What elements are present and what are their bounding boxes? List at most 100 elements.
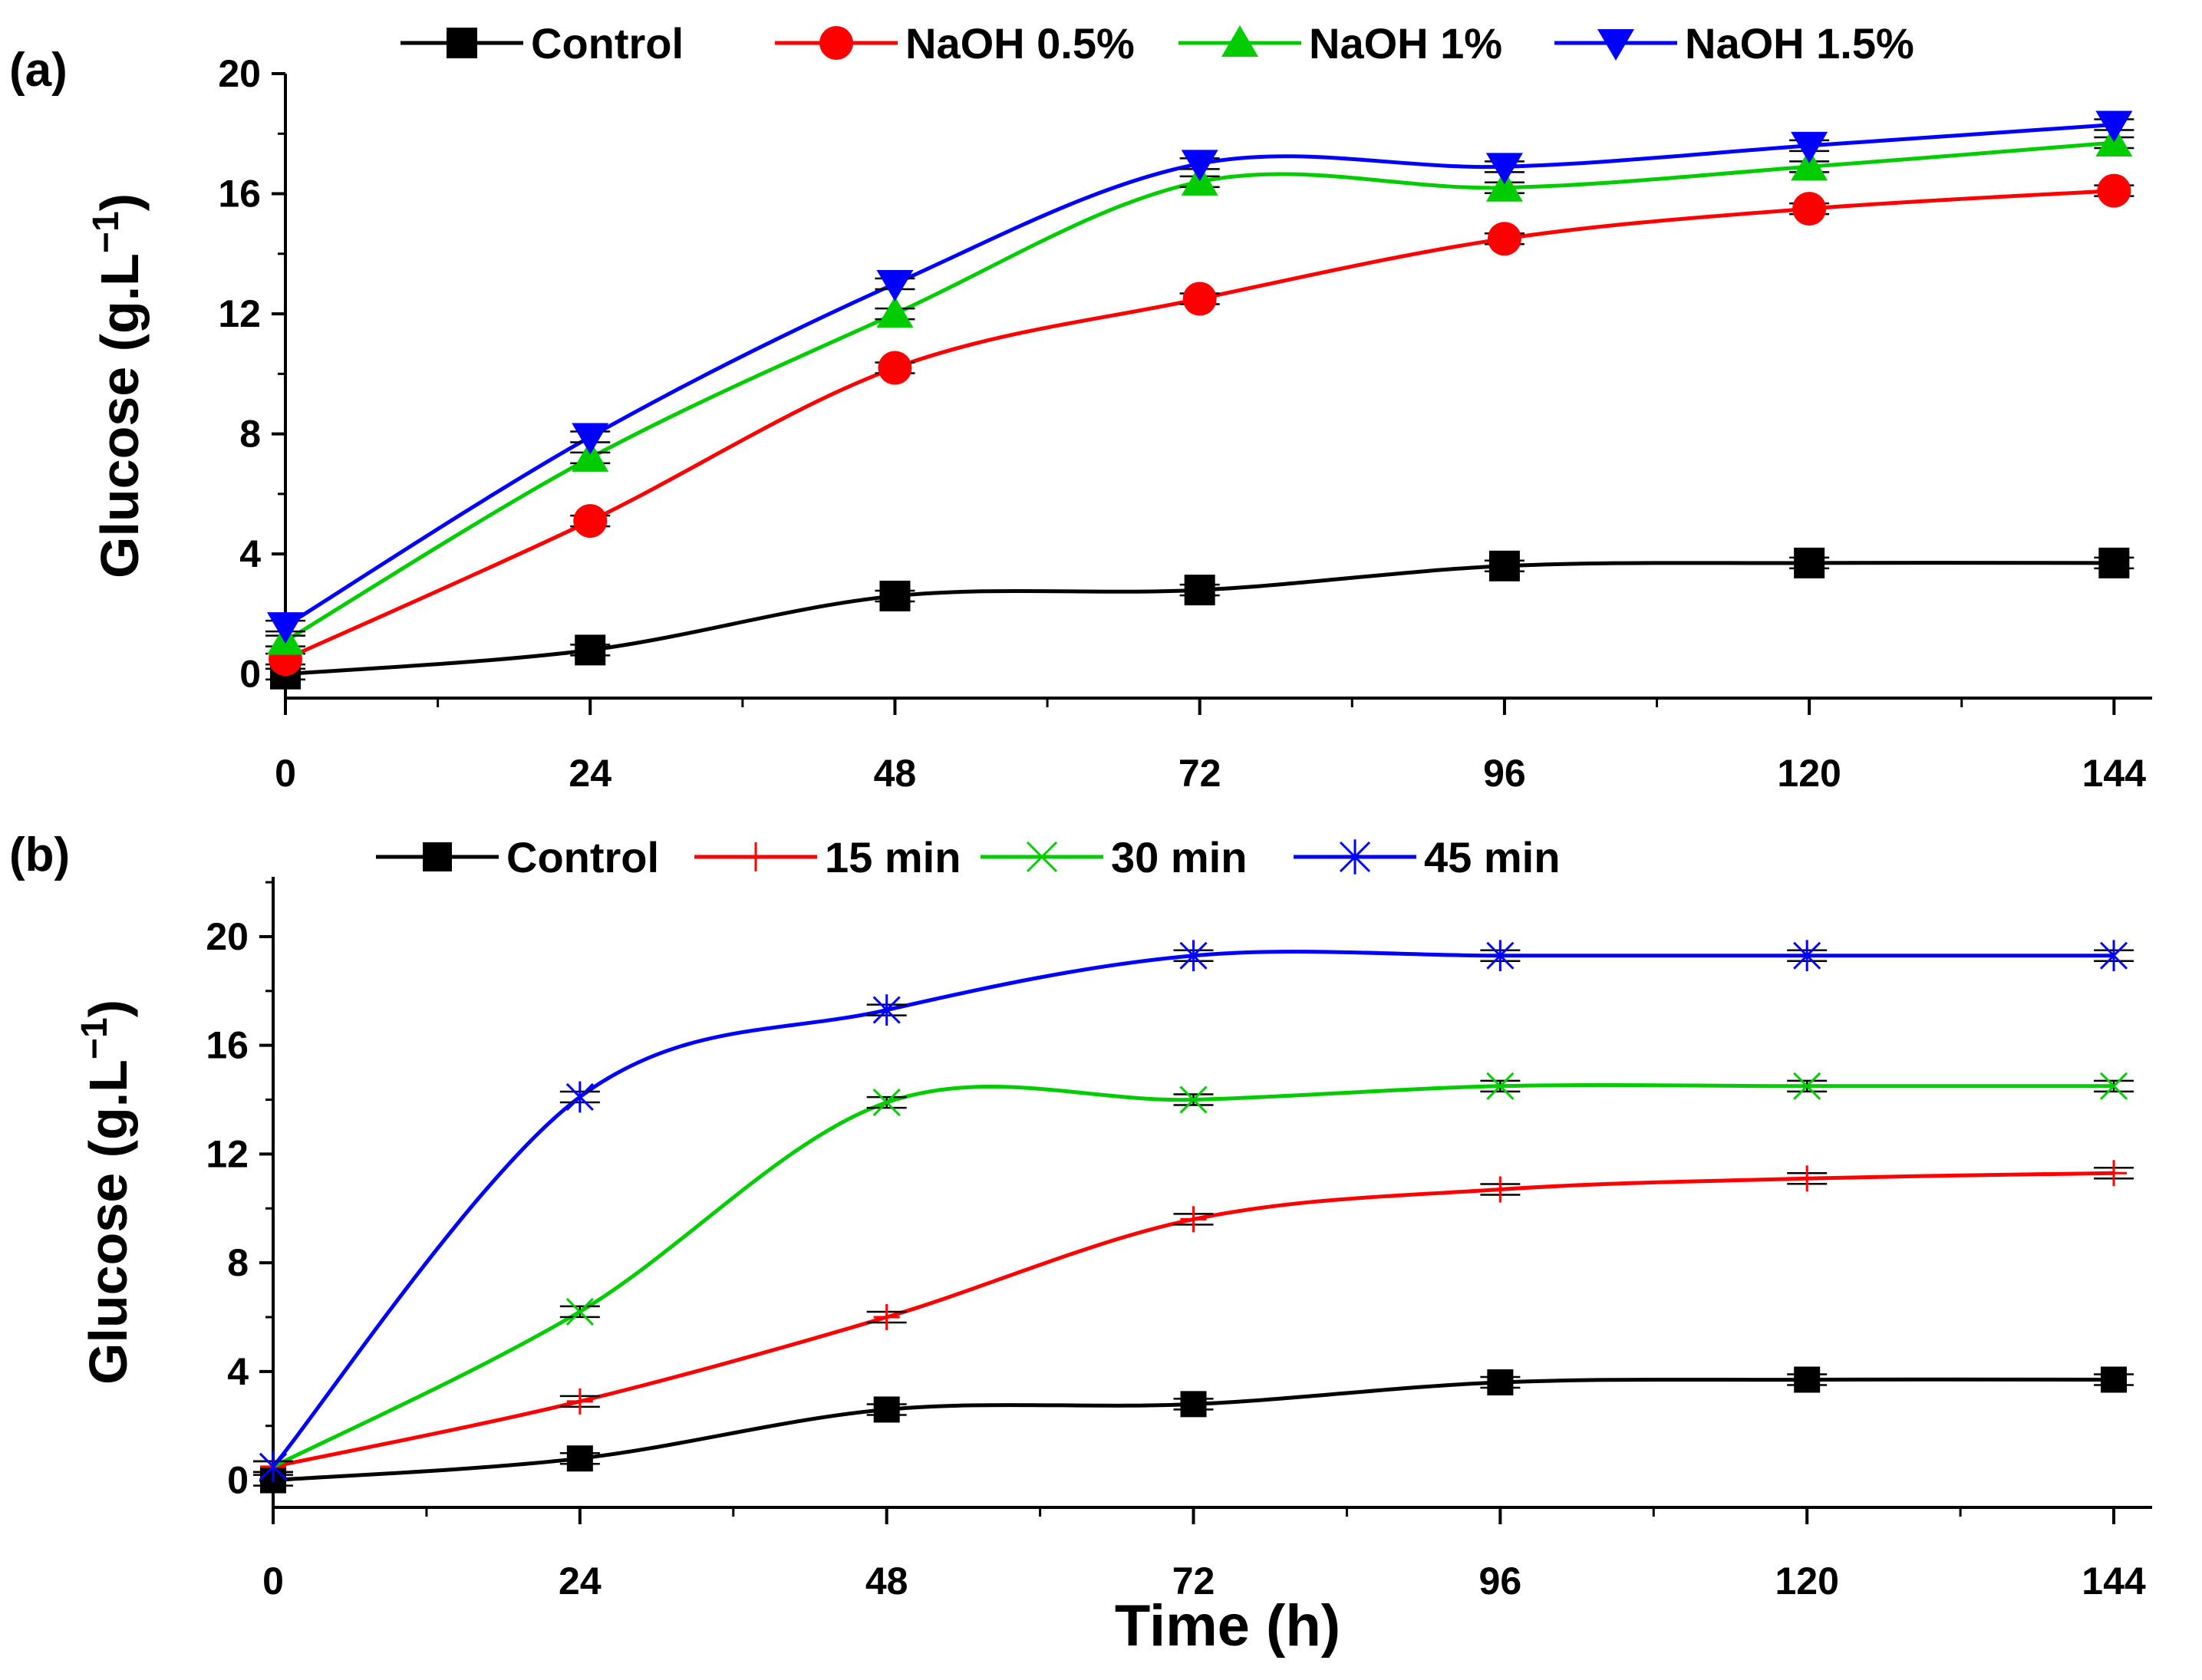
legend-label: 30 min	[1111, 833, 1247, 881]
legend-marker	[447, 28, 477, 58]
legend-label: NaOH 0.5%	[905, 19, 1135, 68]
data-point	[1485, 153, 1523, 185]
legend-marker	[423, 842, 452, 871]
series-line	[284, 140, 2115, 643]
series-line	[272, 950, 2114, 1468]
data-point-shape	[2095, 110, 2133, 143]
data-point	[1180, 1391, 1207, 1418]
data-point	[2101, 1366, 2128, 1393]
data-point	[566, 1388, 593, 1415]
legend-marker-shape	[1597, 29, 1634, 61]
data-point-shape	[872, 994, 901, 1026]
data-point-shape	[1179, 1085, 1208, 1114]
x-tick-label: 144	[2082, 752, 2147, 795]
x-tick-label: 24	[569, 752, 611, 795]
y-axis-title-main: Glucose (g.L	[90, 253, 150, 578]
data-point	[872, 994, 901, 1026]
y-axis-title-superscript: −1	[86, 211, 127, 253]
x-tick-label: 48	[874, 752, 917, 795]
y-tick-label: 20	[206, 915, 249, 958]
data-point-shape	[565, 1297, 594, 1326]
data-point	[879, 580, 911, 611]
x-tick-label: 0	[262, 1560, 284, 1603]
x-tick-label: 0	[275, 752, 296, 795]
data-point	[2098, 547, 2130, 578]
data-point-shape	[1487, 222, 1521, 256]
data-point-shape	[1184, 575, 1215, 606]
data-point	[573, 504, 608, 539]
y-axis-title: Glucose (g.L−1)	[74, 1000, 138, 1385]
data-point	[1486, 1072, 1515, 1100]
data-point	[1791, 131, 1828, 163]
legend-label: 45 min	[1424, 833, 1560, 881]
legend: Control 15 min 30 min 45 min	[376, 833, 1560, 881]
series-naoh-1-5-	[265, 110, 2134, 644]
data-point-shape	[873, 1303, 900, 1330]
data-point-shape	[1794, 547, 1825, 578]
legend-item: 45 min	[1294, 833, 1560, 881]
data-point	[876, 269, 914, 301]
data-point-shape	[566, 1388, 593, 1415]
data-point-shape	[1485, 153, 1523, 185]
data-point-shape	[1487, 1176, 1514, 1203]
data-point-shape	[566, 1445, 593, 1472]
data-point-shape	[575, 634, 606, 666]
data-point-shape	[1486, 1072, 1515, 1100]
data-point-shape	[1485, 170, 1523, 202]
data-point	[1791, 149, 1828, 181]
y-tick-label: 16	[218, 173, 261, 216]
data-point	[1792, 192, 1827, 226]
data-point	[2095, 110, 2133, 143]
legend-marker-shape	[423, 842, 452, 871]
panel-label: (a)	[9, 44, 68, 97]
series-30-min	[253, 1072, 2134, 1481]
legend-marker-shape	[741, 842, 770, 871]
x-tick-label: 48	[865, 1560, 908, 1603]
data-point-shape	[1794, 1366, 1821, 1393]
y-tick-label: 8	[227, 1241, 249, 1284]
x-tick-label: 144	[2082, 1560, 2146, 1603]
y-tick-label: 8	[239, 413, 261, 456]
series-control	[253, 1366, 2134, 1494]
data-point	[1794, 1366, 1821, 1393]
data-point	[1182, 282, 1217, 316]
legend-marker-shape	[1221, 25, 1258, 57]
series-15-min	[253, 1160, 2134, 1480]
data-point-shape	[1791, 131, 1828, 163]
y-axis-title-main: Glucose (g.L	[78, 1059, 138, 1385]
data-point	[873, 1396, 900, 1423]
x-tick-label: 24	[559, 1560, 602, 1603]
data-point	[1487, 222, 1521, 256]
data-point-shape	[259, 1451, 288, 1483]
data-point	[2099, 1072, 2128, 1100]
y-tick-label: 0	[227, 1459, 249, 1502]
data-point	[1184, 575, 1215, 606]
data-point	[1793, 1072, 1821, 1100]
series-45-min	[253, 940, 2134, 1483]
y-axis-title-superscript: −1	[74, 1017, 115, 1059]
data-point-shape	[1794, 1165, 1821, 1192]
legend-label: NaOH 1%	[1309, 19, 1502, 68]
legend-item: NaOH 1%	[1178, 19, 1502, 68]
legend-marker	[741, 842, 770, 871]
data-point	[878, 351, 912, 385]
data-point	[1180, 1206, 1207, 1233]
data-point-shape	[267, 612, 304, 644]
legend-marker	[1597, 29, 1634, 61]
data-point-shape	[1180, 1206, 1207, 1233]
panel-label: (b)	[9, 828, 70, 881]
legend-marker	[1339, 839, 1371, 875]
data-point-shape	[1181, 150, 1218, 182]
x-tick-label: 120	[1777, 752, 1841, 795]
x-tick-label: 96	[1479, 1560, 1522, 1603]
x-tick-label: 72	[1178, 752, 1221, 795]
data-point	[575, 634, 606, 666]
data-point-shape	[1182, 282, 1217, 316]
data-point	[572, 440, 609, 472]
data-point-shape	[2097, 173, 2131, 208]
data-point-shape	[878, 351, 912, 385]
data-point-shape	[872, 1089, 901, 1117]
data-point	[1487, 1369, 1514, 1396]
legend: Control NaOH 0.5% NaOH 1% NaOH 1.5%	[401, 19, 1914, 68]
